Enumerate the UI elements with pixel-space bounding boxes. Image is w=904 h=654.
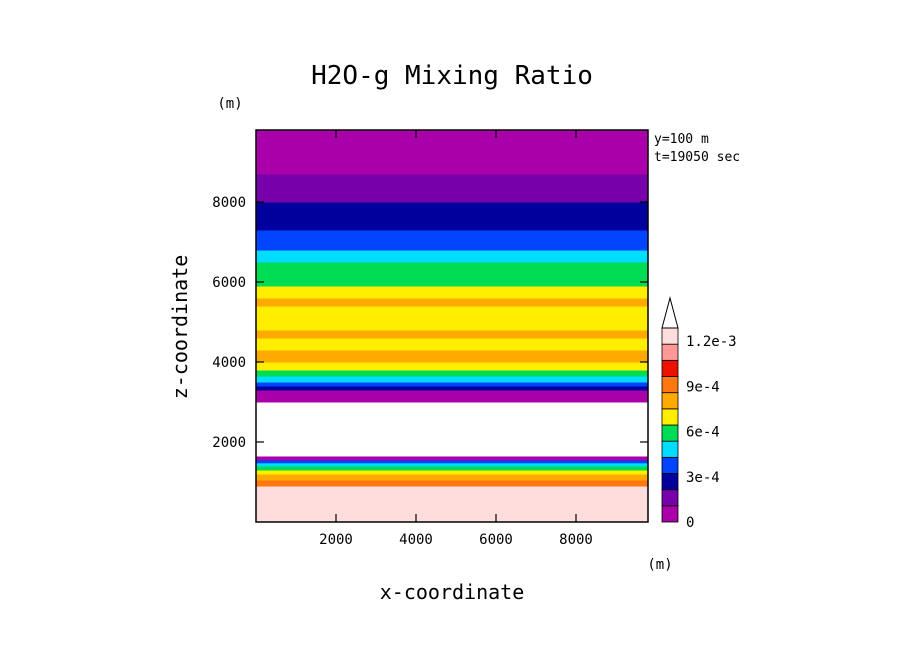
colorbar-segment-9 xyxy=(661,359,679,377)
colorbar-segment-2 xyxy=(661,473,679,491)
contour-band-5 xyxy=(256,462,648,467)
contour-band-17 xyxy=(256,330,648,339)
colorbar-tick-label: 1.2e-3 xyxy=(686,334,737,350)
colorbar-segment-7 xyxy=(661,392,679,410)
colorbar-tick-label: 9e-4 xyxy=(686,379,720,395)
colorbar: 0 3e-4 6e-4 9e-4 1.2e-3 xyxy=(661,296,737,531)
contour-band-11 xyxy=(256,382,648,387)
x-axis-title: x-coordinate xyxy=(380,580,525,604)
contour-band-2 xyxy=(256,474,648,481)
contour-band-4 xyxy=(256,466,648,471)
y-tick-label: 2000 xyxy=(212,435,246,451)
contour-band-21 xyxy=(256,262,648,287)
colorbar-segment-1 xyxy=(661,489,679,507)
contour-band-12 xyxy=(256,376,648,383)
annotation-y: y=100 m xyxy=(654,132,709,147)
contour-band-26 xyxy=(256,130,648,175)
colorbar-segment-11 xyxy=(661,327,679,345)
axis-ticks: 2000 4000 6000 8000 2000 4000 6000 8000 xyxy=(212,130,648,548)
y-tick-label: 8000 xyxy=(212,195,246,211)
colorbar-segment-4 xyxy=(661,440,679,458)
contour-band-8 xyxy=(256,402,648,457)
contour-band-3 xyxy=(256,470,648,475)
contour-band-13 xyxy=(256,370,648,377)
y-tick-label: 4000 xyxy=(212,355,246,371)
x-tick-label: 8000 xyxy=(559,532,593,548)
contour-band-24 xyxy=(256,202,648,231)
colorbar-segment-0 xyxy=(661,505,679,523)
contour-band-20 xyxy=(256,286,648,299)
contour-band-19 xyxy=(256,298,648,307)
colorbar-tick-label: 3e-4 xyxy=(686,470,720,486)
colorbar-segment-5 xyxy=(661,424,679,442)
colorbar-segment-3 xyxy=(661,456,679,474)
y-axis-title: z-coordinate xyxy=(168,255,192,400)
colorbar-extend-arrow xyxy=(661,296,679,329)
contour-band-23 xyxy=(256,230,648,251)
colorbar-segment-6 xyxy=(661,408,679,426)
contour-band-14 xyxy=(256,362,648,371)
x-tick-label: 6000 xyxy=(479,532,513,548)
contour-band-25 xyxy=(256,174,648,203)
contour-band-9 xyxy=(256,390,648,403)
colorbar-tick-label: 6e-4 xyxy=(686,425,720,441)
colorbar-segment-10 xyxy=(661,343,679,361)
contour-band-15 xyxy=(256,350,648,363)
colorbar-segment-8 xyxy=(661,376,679,394)
contour-bands xyxy=(256,130,648,522)
y-tick-label: 6000 xyxy=(212,275,246,291)
contour-band-0 xyxy=(256,486,648,519)
contour-band-6 xyxy=(256,460,648,464)
plot-frame xyxy=(255,129,649,523)
x-tick-label: 4000 xyxy=(399,532,433,548)
annotation-t: t=19050 sec xyxy=(654,150,740,165)
colorbar-tick-label: 0 xyxy=(686,515,694,531)
contour-band-18 xyxy=(256,306,648,331)
chart-title: H2O-g Mixing Ratio xyxy=(311,61,593,91)
y-unit-label: (m) xyxy=(217,96,242,112)
contour-band-7 xyxy=(256,456,648,461)
x-tick-label: 2000 xyxy=(319,532,353,548)
contour-band-22 xyxy=(256,250,648,263)
plot-area: 2000 4000 6000 8000 2000 4000 6000 8000 xyxy=(212,129,649,548)
contour-band-1 xyxy=(256,480,648,487)
contour-band-10 xyxy=(256,386,648,391)
contour-band-16 xyxy=(256,338,648,351)
x-unit-label: (m) xyxy=(647,557,672,573)
